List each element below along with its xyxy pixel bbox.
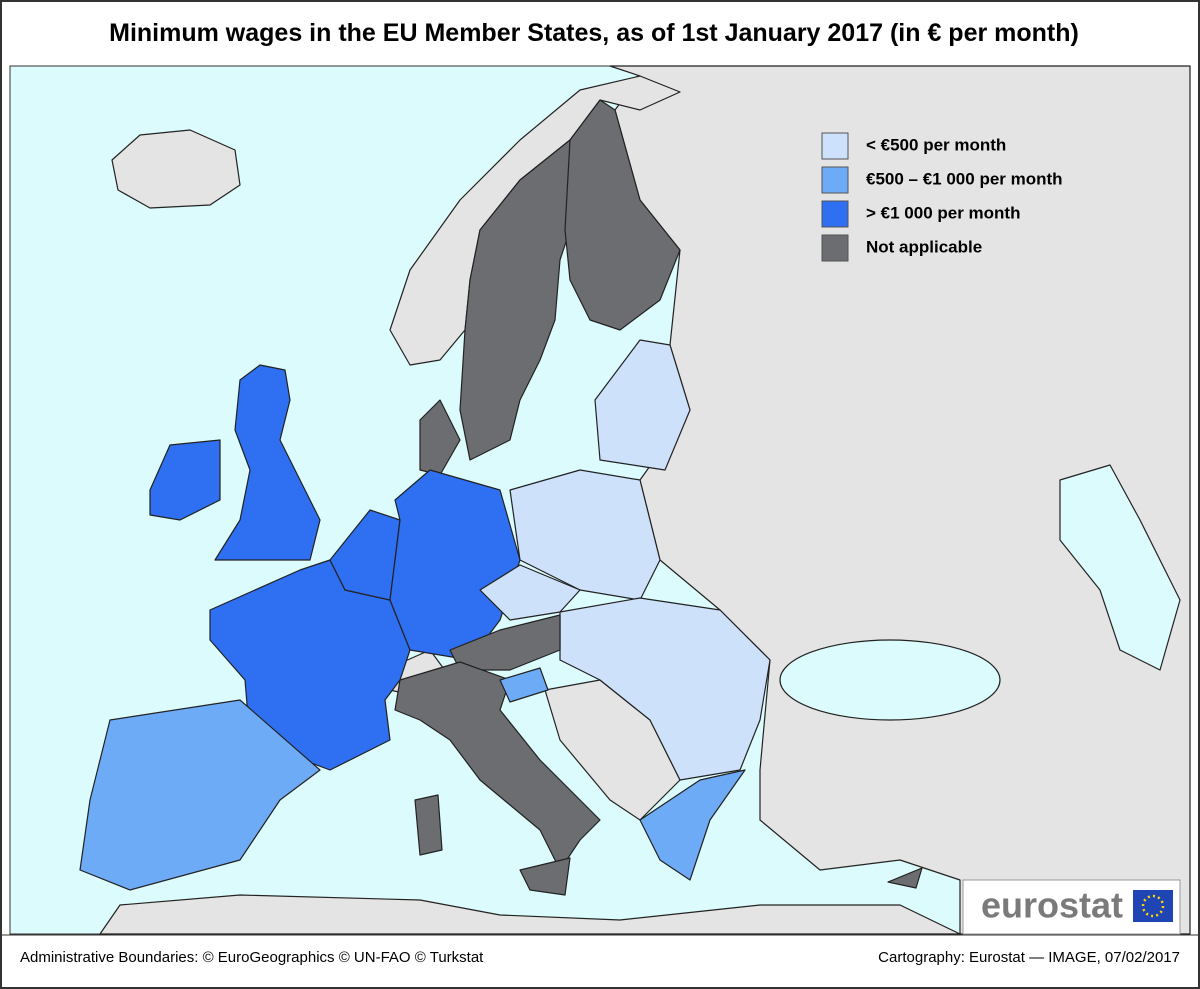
legend-label: €500 – €1 000 per month: [866, 169, 1063, 188]
legend-label: Not applicable: [866, 237, 982, 256]
africa: [99, 894, 961, 935]
eu-stars: [1141, 894, 1165, 918]
united-kingdom: [214, 364, 321, 561]
caspian-sea: [1059, 464, 1181, 671]
poland: [509, 469, 661, 601]
cyprus: [887, 867, 923, 889]
legend: < €500 per month €500 – €1 000 per month >…: [821, 132, 1063, 262]
czechia: [479, 564, 581, 621]
ireland: [149, 439, 221, 521]
iceland: [111, 129, 241, 209]
denmark: [419, 399, 461, 476]
sardinia: [414, 794, 443, 856]
greece: [639, 769, 746, 881]
legend-swatch: [821, 234, 849, 262]
sicily: [519, 857, 571, 896]
legend-label: > €1 000 per month: [866, 203, 1020, 222]
footer-right: Cartography: Eurostat — IMAGE, 07/02/201…: [878, 949, 1180, 966]
map: [9, 65, 1191, 935]
black-sea: [779, 639, 1001, 721]
footer-left: Administrative Boundaries: © EuroGeograp…: [20, 949, 484, 966]
legend-swatch: [821, 132, 849, 160]
baltic-states: [594, 339, 691, 471]
spain-portugal: [79, 699, 321, 891]
legend-swatch: [821, 166, 849, 194]
legend-label: < €500 per month: [866, 135, 1006, 154]
sweden: [459, 139, 581, 461]
logo-text: eurostat: [981, 885, 1123, 926]
map-title: Minimum wages in the EU Member States, a…: [109, 19, 1079, 47]
central-eastern-eu: [559, 597, 771, 781]
legend-swatch: [821, 200, 849, 228]
finland: [564, 99, 681, 331]
slovenia: [499, 667, 549, 703]
